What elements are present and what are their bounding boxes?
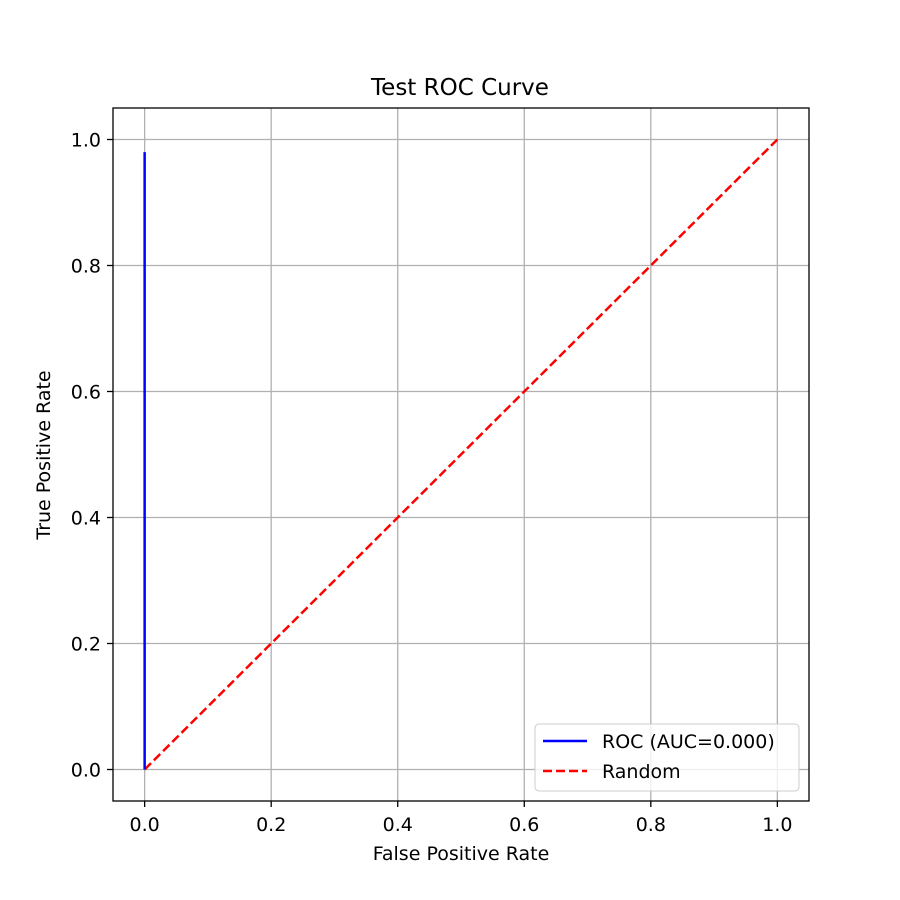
x-tick-label: 0.6	[509, 814, 539, 836]
x-tick-label: 0.4	[383, 814, 413, 836]
y-tick-label: 0.6	[71, 382, 101, 404]
x-axis-label: False Positive Rate	[373, 843, 550, 865]
y-tick-label: 0.2	[71, 634, 101, 656]
grid	[113, 108, 809, 801]
y-axis-label: True Positive Rate	[33, 370, 55, 540]
random-series-line	[143, 138, 779, 771]
chart-title: Test ROC Curve	[370, 75, 549, 101]
x-tick-label: 1.0	[762, 814, 792, 836]
y-axis: 0.0 0.2 0.4 0.6 0.8 1.0	[71, 130, 113, 782]
plot-frame	[112, 107, 810, 802]
series-layer	[143, 138, 779, 771]
legend-random-label: Random	[602, 761, 681, 783]
y-tick-label: 1.0	[71, 130, 101, 152]
y-tick-label: 0.0	[71, 760, 101, 782]
y-tick-label: 0.8	[71, 256, 101, 278]
legend: ROC (AUC=0.000) Random	[534, 723, 800, 792]
y-tick-label: 0.4	[71, 508, 101, 530]
x-tick-label: 0.8	[636, 814, 666, 836]
legend-box	[534, 723, 800, 792]
x-axis: 0.0 0.2 0.4 0.6 0.8 1.0	[130, 801, 792, 836]
legend-roc-label: ROC (AUC=0.000)	[602, 731, 775, 753]
x-tick-label: 0.2	[256, 814, 286, 836]
x-tick-label: 0.0	[130, 814, 160, 836]
